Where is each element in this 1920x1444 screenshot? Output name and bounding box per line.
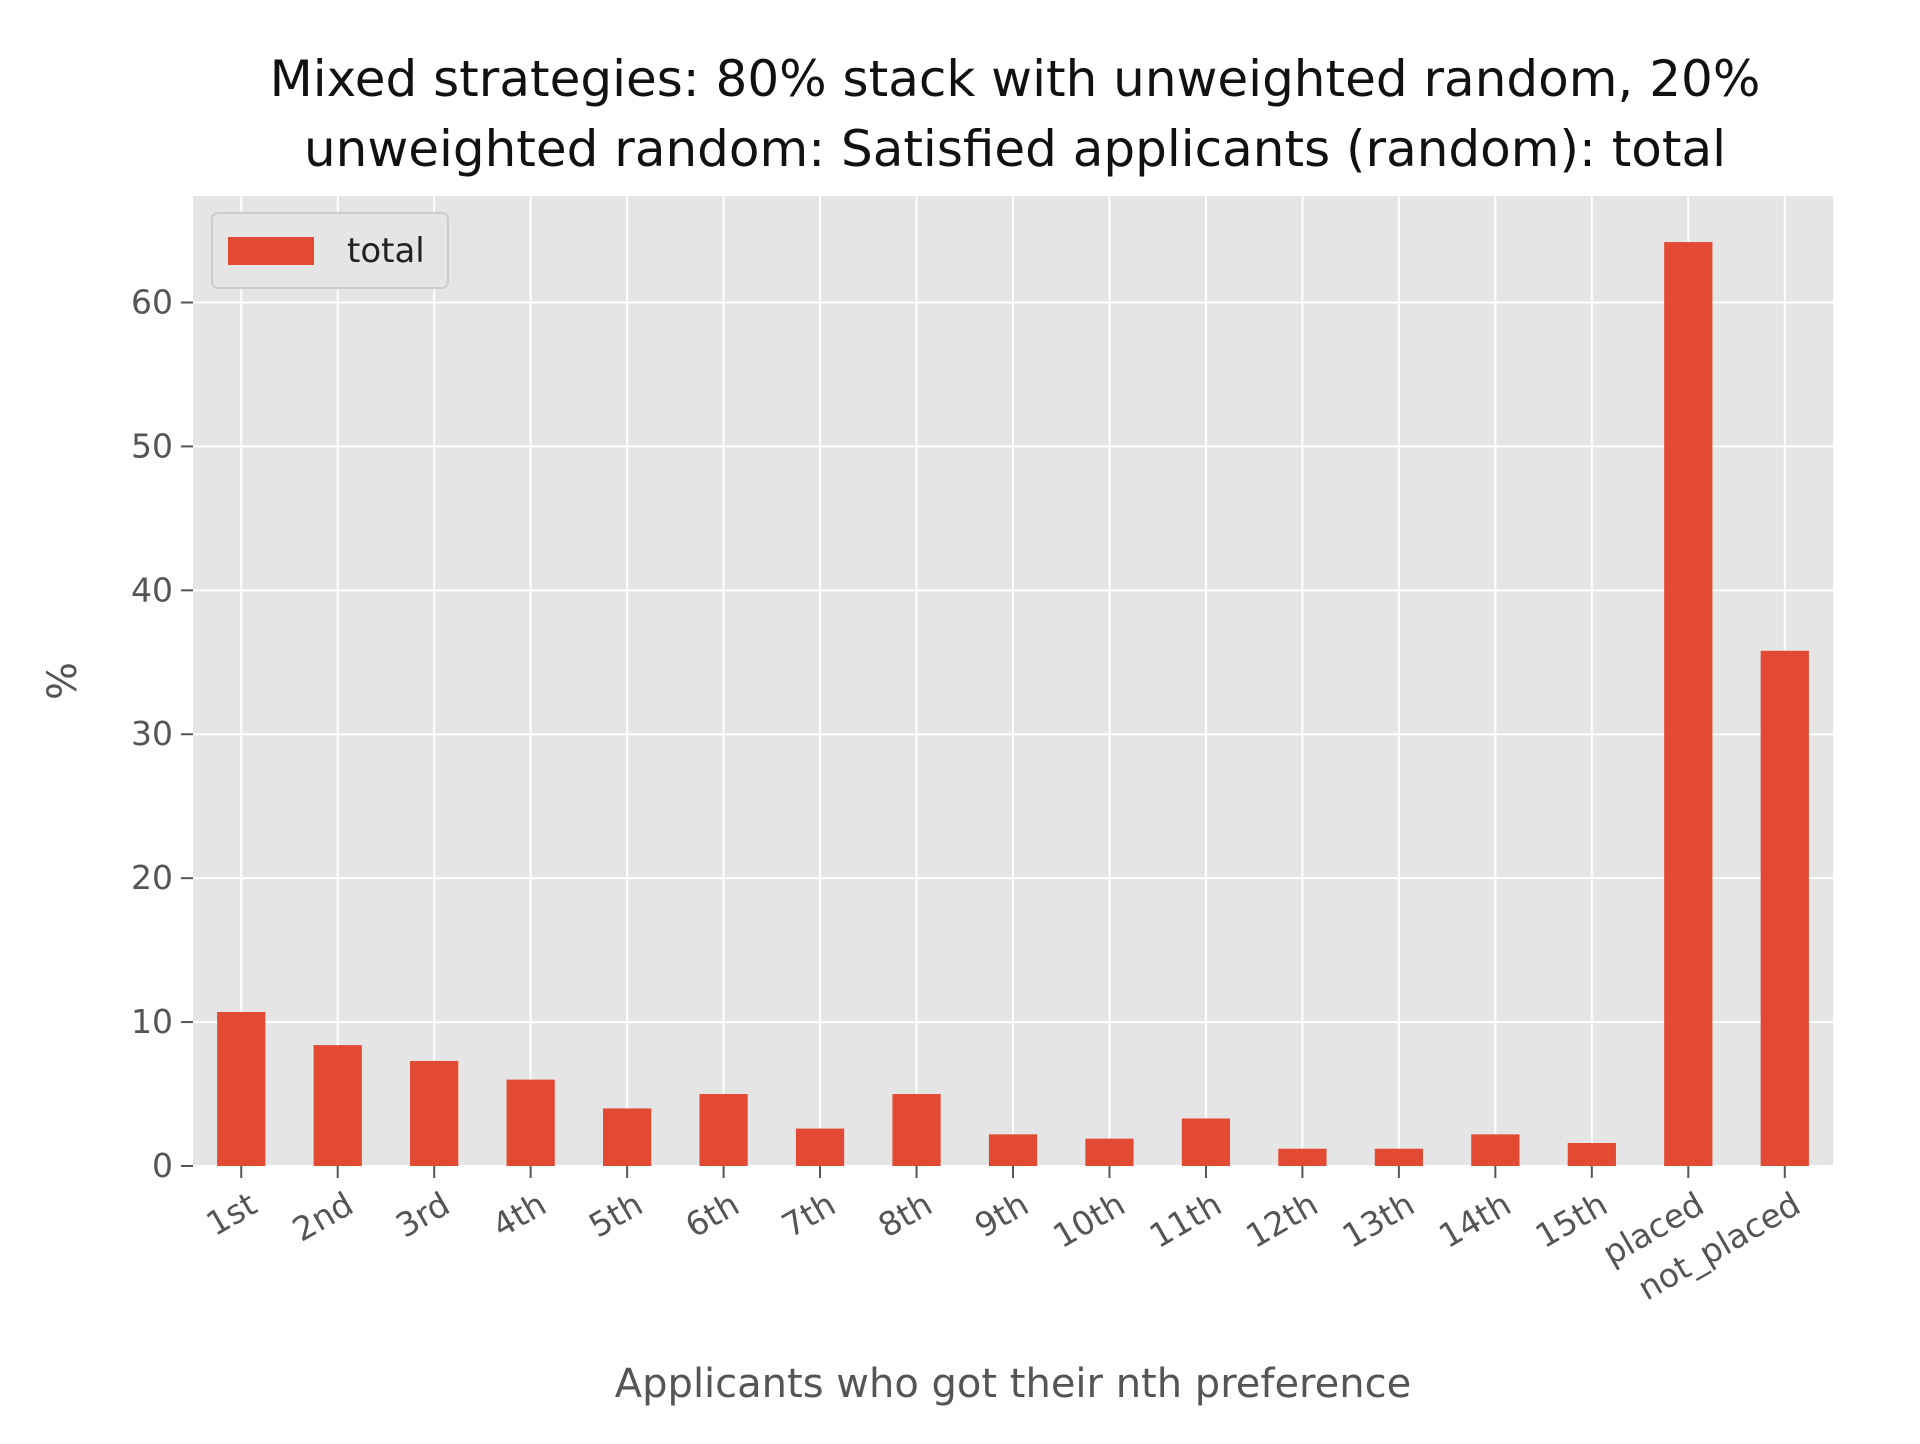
x-tick-label: 14th [1432, 1184, 1517, 1256]
legend: total [211, 212, 449, 289]
bar-placed [1664, 242, 1713, 1166]
x-tick-label: 10th [1046, 1184, 1131, 1256]
bar-15th [1567, 1142, 1616, 1166]
x-tick-label: 13th [1336, 1184, 1421, 1256]
x-tick-label: 1st [199, 1184, 263, 1243]
bar-not_placed [1760, 650, 1809, 1166]
x-tick-label: 4th [486, 1184, 553, 1245]
y-tick-label: 60 [131, 282, 173, 321]
x-axis-label: Applicants who got their nth preference [615, 1361, 1411, 1407]
chart-title: Mixed strategies: 80% stack with unweigh… [270, 50, 1761, 178]
y-tick-label: 30 [131, 714, 173, 753]
bar-13th [1374, 1148, 1423, 1166]
x-tick-label: 11th [1143, 1184, 1228, 1256]
bar-11th [1181, 1118, 1231, 1166]
x-tick-label: 7th [775, 1184, 842, 1245]
y-tick-label: 10 [131, 1002, 173, 1041]
x-tick-label: 3rd [389, 1184, 456, 1245]
x-tick-label: 9th [968, 1184, 1035, 1245]
x-tick-label: 12th [1239, 1184, 1324, 1256]
legend-box [211, 212, 449, 289]
legend-label-total: total [347, 231, 425, 271]
x-tick-label: 2nd [286, 1184, 360, 1249]
bar-2nd [313, 1045, 362, 1166]
x-tick-label: 8th [872, 1184, 939, 1245]
grid-lines [193, 196, 1833, 1167]
bar-1st [217, 1012, 266, 1166]
bar-9th [988, 1134, 1038, 1166]
x-tick-label: 6th [679, 1184, 746, 1245]
chart-title-line-2: unweighted random: Satisfied applicants … [304, 120, 1726, 178]
legend-swatch [228, 237, 314, 265]
y-axis-label: % [40, 662, 86, 700]
x-axis: 1st 2nd 3rd 4th 5th 6th 7th 8th 9th 10th 11th 12th 1… [199, 1166, 1807, 1308]
bar-10th [1085, 1138, 1134, 1166]
y-tick-label: 20 [131, 858, 173, 897]
y-tick-label: 0 [152, 1146, 173, 1185]
bars-layer [217, 242, 1809, 1166]
bar-8th [892, 1094, 941, 1166]
bar-7th [795, 1128, 845, 1166]
bar-4th [506, 1079, 555, 1166]
bar-12th [1278, 1148, 1327, 1166]
y-axis: 0 10 20 30 40 50 60 [131, 282, 193, 1185]
bar-6th [699, 1094, 748, 1166]
y-tick-label: 50 [131, 426, 173, 465]
y-tick-label: 40 [131, 570, 173, 609]
bar-14th [1471, 1134, 1520, 1166]
chart-title-line-1: Mixed strategies: 80% stack with unweigh… [270, 50, 1761, 108]
x-tick-label: 5th [582, 1184, 649, 1245]
bar-3rd [410, 1060, 459, 1166]
bar-5th [603, 1108, 652, 1166]
